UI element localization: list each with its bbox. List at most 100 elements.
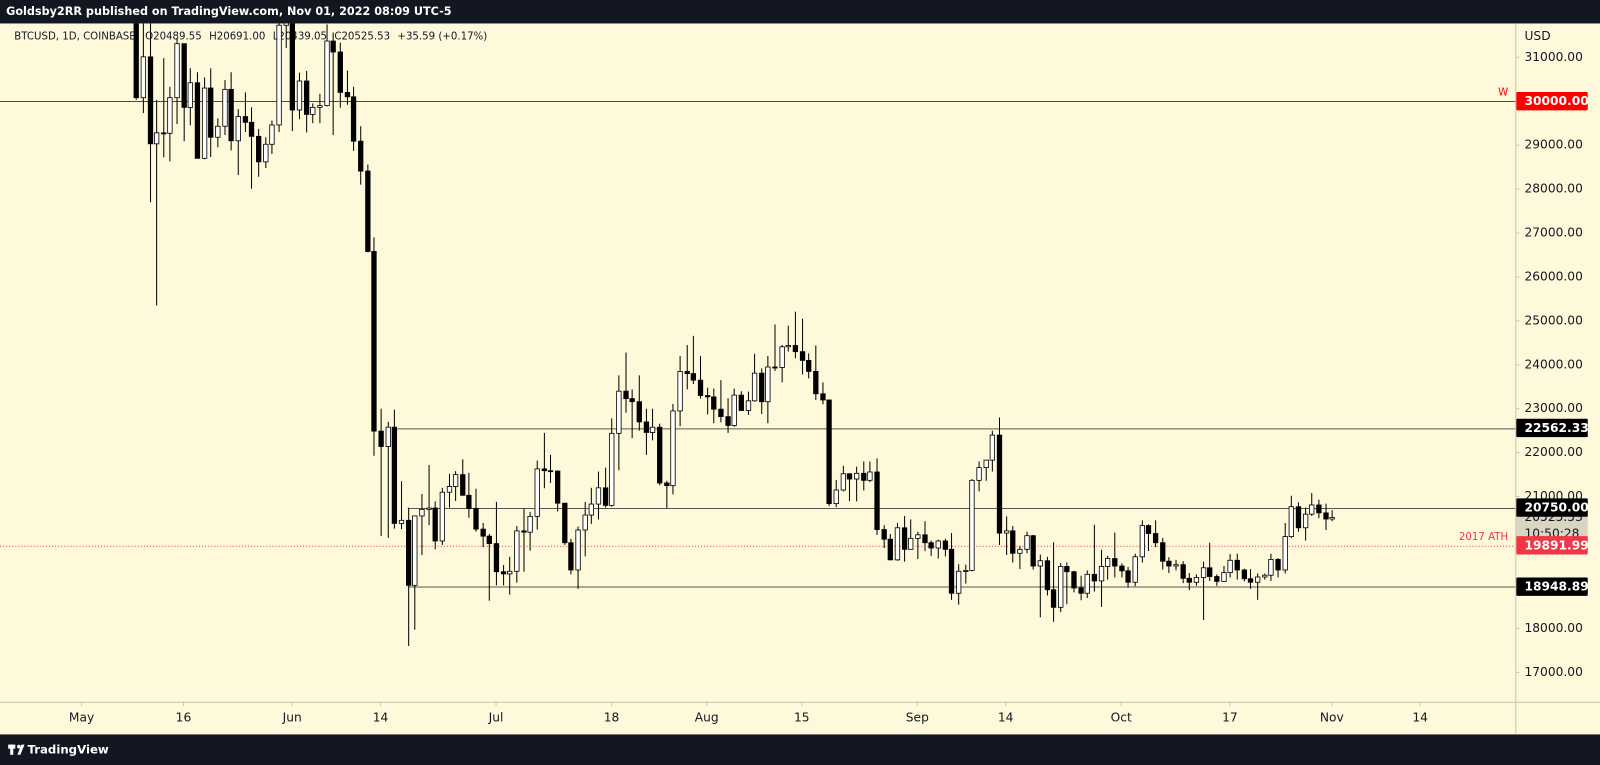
candle-body — [833, 489, 839, 505]
candle-body — [1125, 570, 1131, 583]
candle-body — [697, 379, 704, 396]
y-axis-label: USD — [1524, 29, 1550, 43]
candle-body — [412, 515, 418, 586]
level-tag — [1516, 577, 1588, 596]
level-label: 20750.00 — [1524, 501, 1588, 515]
candle-body — [1282, 536, 1288, 571]
candle-body — [664, 482, 670, 487]
candle-body — [983, 459, 989, 469]
candle-body — [350, 96, 357, 142]
candle-body — [1071, 571, 1077, 589]
x-tick-label: 17 — [1222, 711, 1238, 725]
candle-body — [378, 430, 384, 447]
x-tick-label: Jul — [488, 711, 504, 725]
x-tick-label: Sep — [906, 711, 929, 725]
candle-body — [1105, 558, 1111, 567]
candle-body — [187, 82, 193, 108]
legend-high: H20691.00 — [209, 32, 265, 43]
candle-body — [1098, 566, 1105, 582]
candle-body — [1145, 525, 1152, 534]
legend-open: O20489.55 — [145, 32, 202, 43]
candle-body — [283, 23, 289, 26]
x-tick-label: Nov — [1320, 711, 1344, 725]
legend: BTCUSD, 1D, COINBASE O20489.55 H20691.00… — [14, 32, 487, 43]
candle-body — [636, 401, 642, 423]
candle-body — [942, 540, 949, 550]
candle-body — [765, 366, 771, 403]
candle-body — [1024, 535, 1030, 550]
candle-body — [269, 124, 275, 145]
candle-body — [153, 132, 160, 145]
candle-body — [718, 408, 724, 418]
candle-body — [562, 502, 568, 544]
candle-body — [568, 542, 574, 571]
level-tag — [1516, 536, 1588, 555]
x-tick-label: 18 — [604, 711, 620, 725]
level-tag — [1516, 92, 1588, 111]
candle-body — [554, 470, 561, 504]
candle-body — [690, 373, 697, 381]
x-tick-label: 14 — [373, 711, 389, 725]
candle-body — [215, 125, 221, 138]
candle-body — [1180, 564, 1186, 579]
candle-body — [493, 543, 500, 573]
candle-body — [772, 366, 778, 369]
candle-body — [276, 24, 282, 126]
candle-body — [582, 514, 588, 531]
candle-body — [989, 434, 995, 461]
legend-low: L20439.05 — [273, 32, 327, 43]
candle-body — [1030, 535, 1036, 567]
candle-body — [1214, 576, 1220, 582]
candle-body — [1084, 573, 1090, 594]
candle-body — [629, 398, 635, 403]
x-tick-label: Jun — [282, 711, 302, 725]
candle-body — [521, 530, 527, 533]
candle-body — [1255, 576, 1261, 583]
candle-body — [1139, 525, 1146, 558]
candle-body — [826, 399, 832, 505]
candle-body — [1160, 542, 1166, 562]
candle-body — [527, 515, 533, 533]
candle-body — [1207, 567, 1213, 577]
x-tick-label: 14 — [998, 711, 1014, 725]
candle-body — [874, 471, 880, 530]
candle-body — [133, 23, 139, 99]
candle-body — [242, 116, 249, 123]
candle-body — [228, 88, 234, 142]
candle-body — [1186, 577, 1192, 583]
candle-body — [684, 370, 690, 375]
candle-body — [657, 426, 663, 484]
candle-body — [846, 473, 853, 480]
candle-body — [398, 519, 405, 524]
candle-body — [547, 470, 554, 473]
candle-body — [235, 116, 241, 142]
candle-body — [194, 82, 201, 159]
candle-body — [222, 88, 228, 127]
candle-body — [452, 474, 459, 487]
candle-body — [426, 507, 432, 510]
footer-logo — [8, 744, 25, 755]
candle-body — [480, 528, 486, 537]
candle-body — [935, 540, 941, 549]
level-note: 2017 ATH — [1459, 532, 1508, 543]
legend-close: C20525.53 — [334, 32, 390, 43]
candle-body — [514, 530, 520, 572]
candle-body — [1295, 506, 1302, 529]
candle-body — [853, 472, 860, 480]
candle-body — [1309, 504, 1315, 515]
x-tick-label: 15 — [794, 711, 810, 725]
candle-body — [976, 467, 982, 481]
legend-symbol: BTCUSD, 1D, COINBASE — [14, 32, 135, 43]
candle-body — [806, 360, 812, 372]
header: Goldsby2RR published on TradingView.com,… — [6, 5, 452, 18]
candle-body — [1221, 572, 1227, 582]
candle-body — [1268, 559, 1274, 576]
candle-body — [439, 491, 445, 542]
candle-body — [963, 569, 969, 572]
candle-body — [745, 400, 752, 411]
candle-body — [711, 396, 717, 410]
candle-body — [317, 105, 323, 108]
candle-body — [330, 40, 336, 53]
candle-body — [969, 479, 975, 571]
